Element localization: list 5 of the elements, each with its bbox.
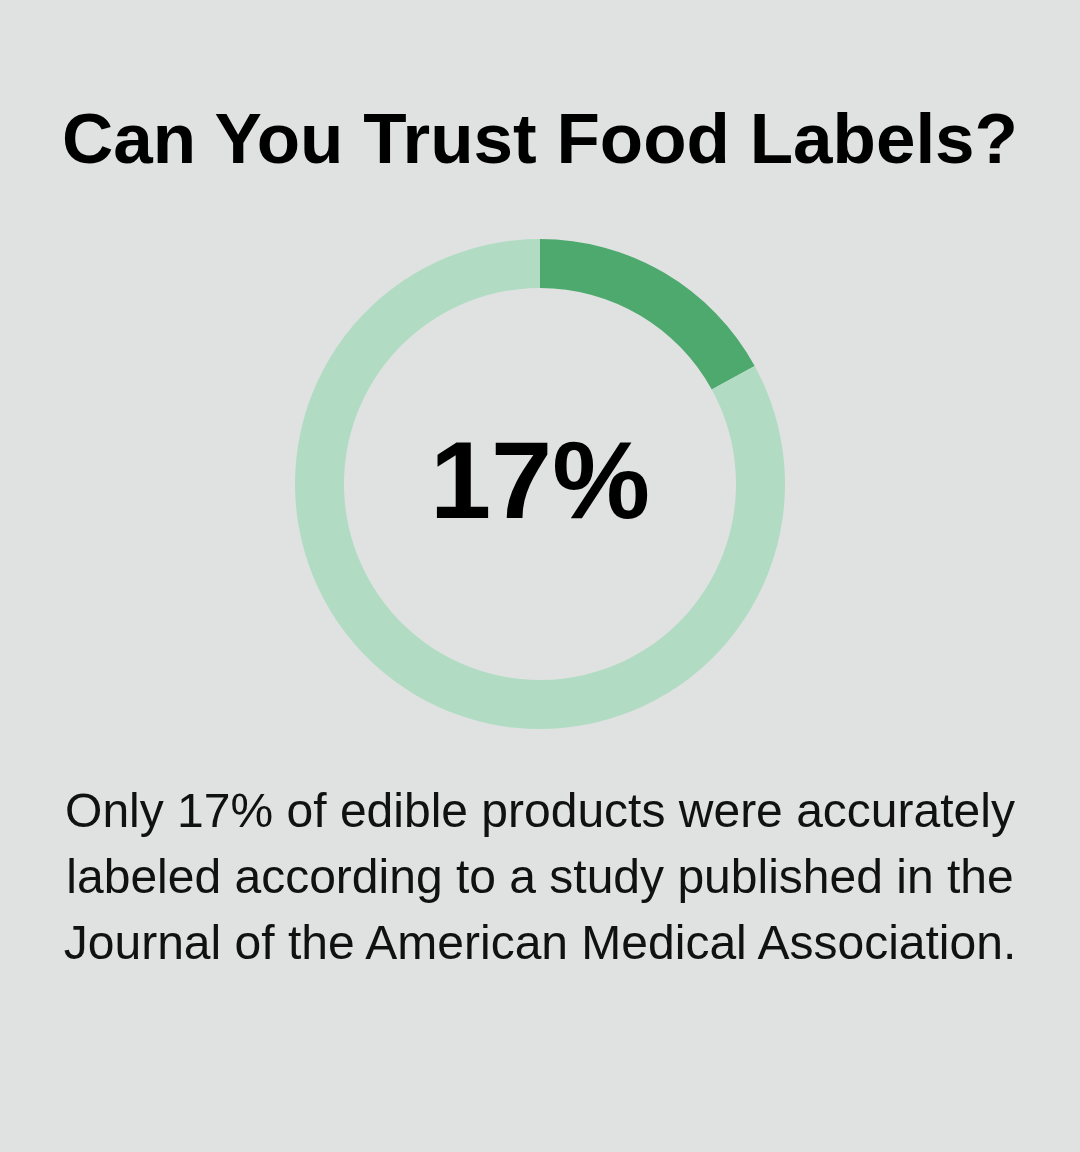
donut-slice: [540, 239, 755, 390]
text: Only 17% of edible products were accurately labeled according to a study published in the Journal of the American Medical Association.: [63, 784, 1017, 969]
chart-title: Can You Trust Food Labels?: [62, 99, 1018, 178]
donut-slice: [295, 239, 785, 729]
text: 17%: [429, 418, 651, 541]
